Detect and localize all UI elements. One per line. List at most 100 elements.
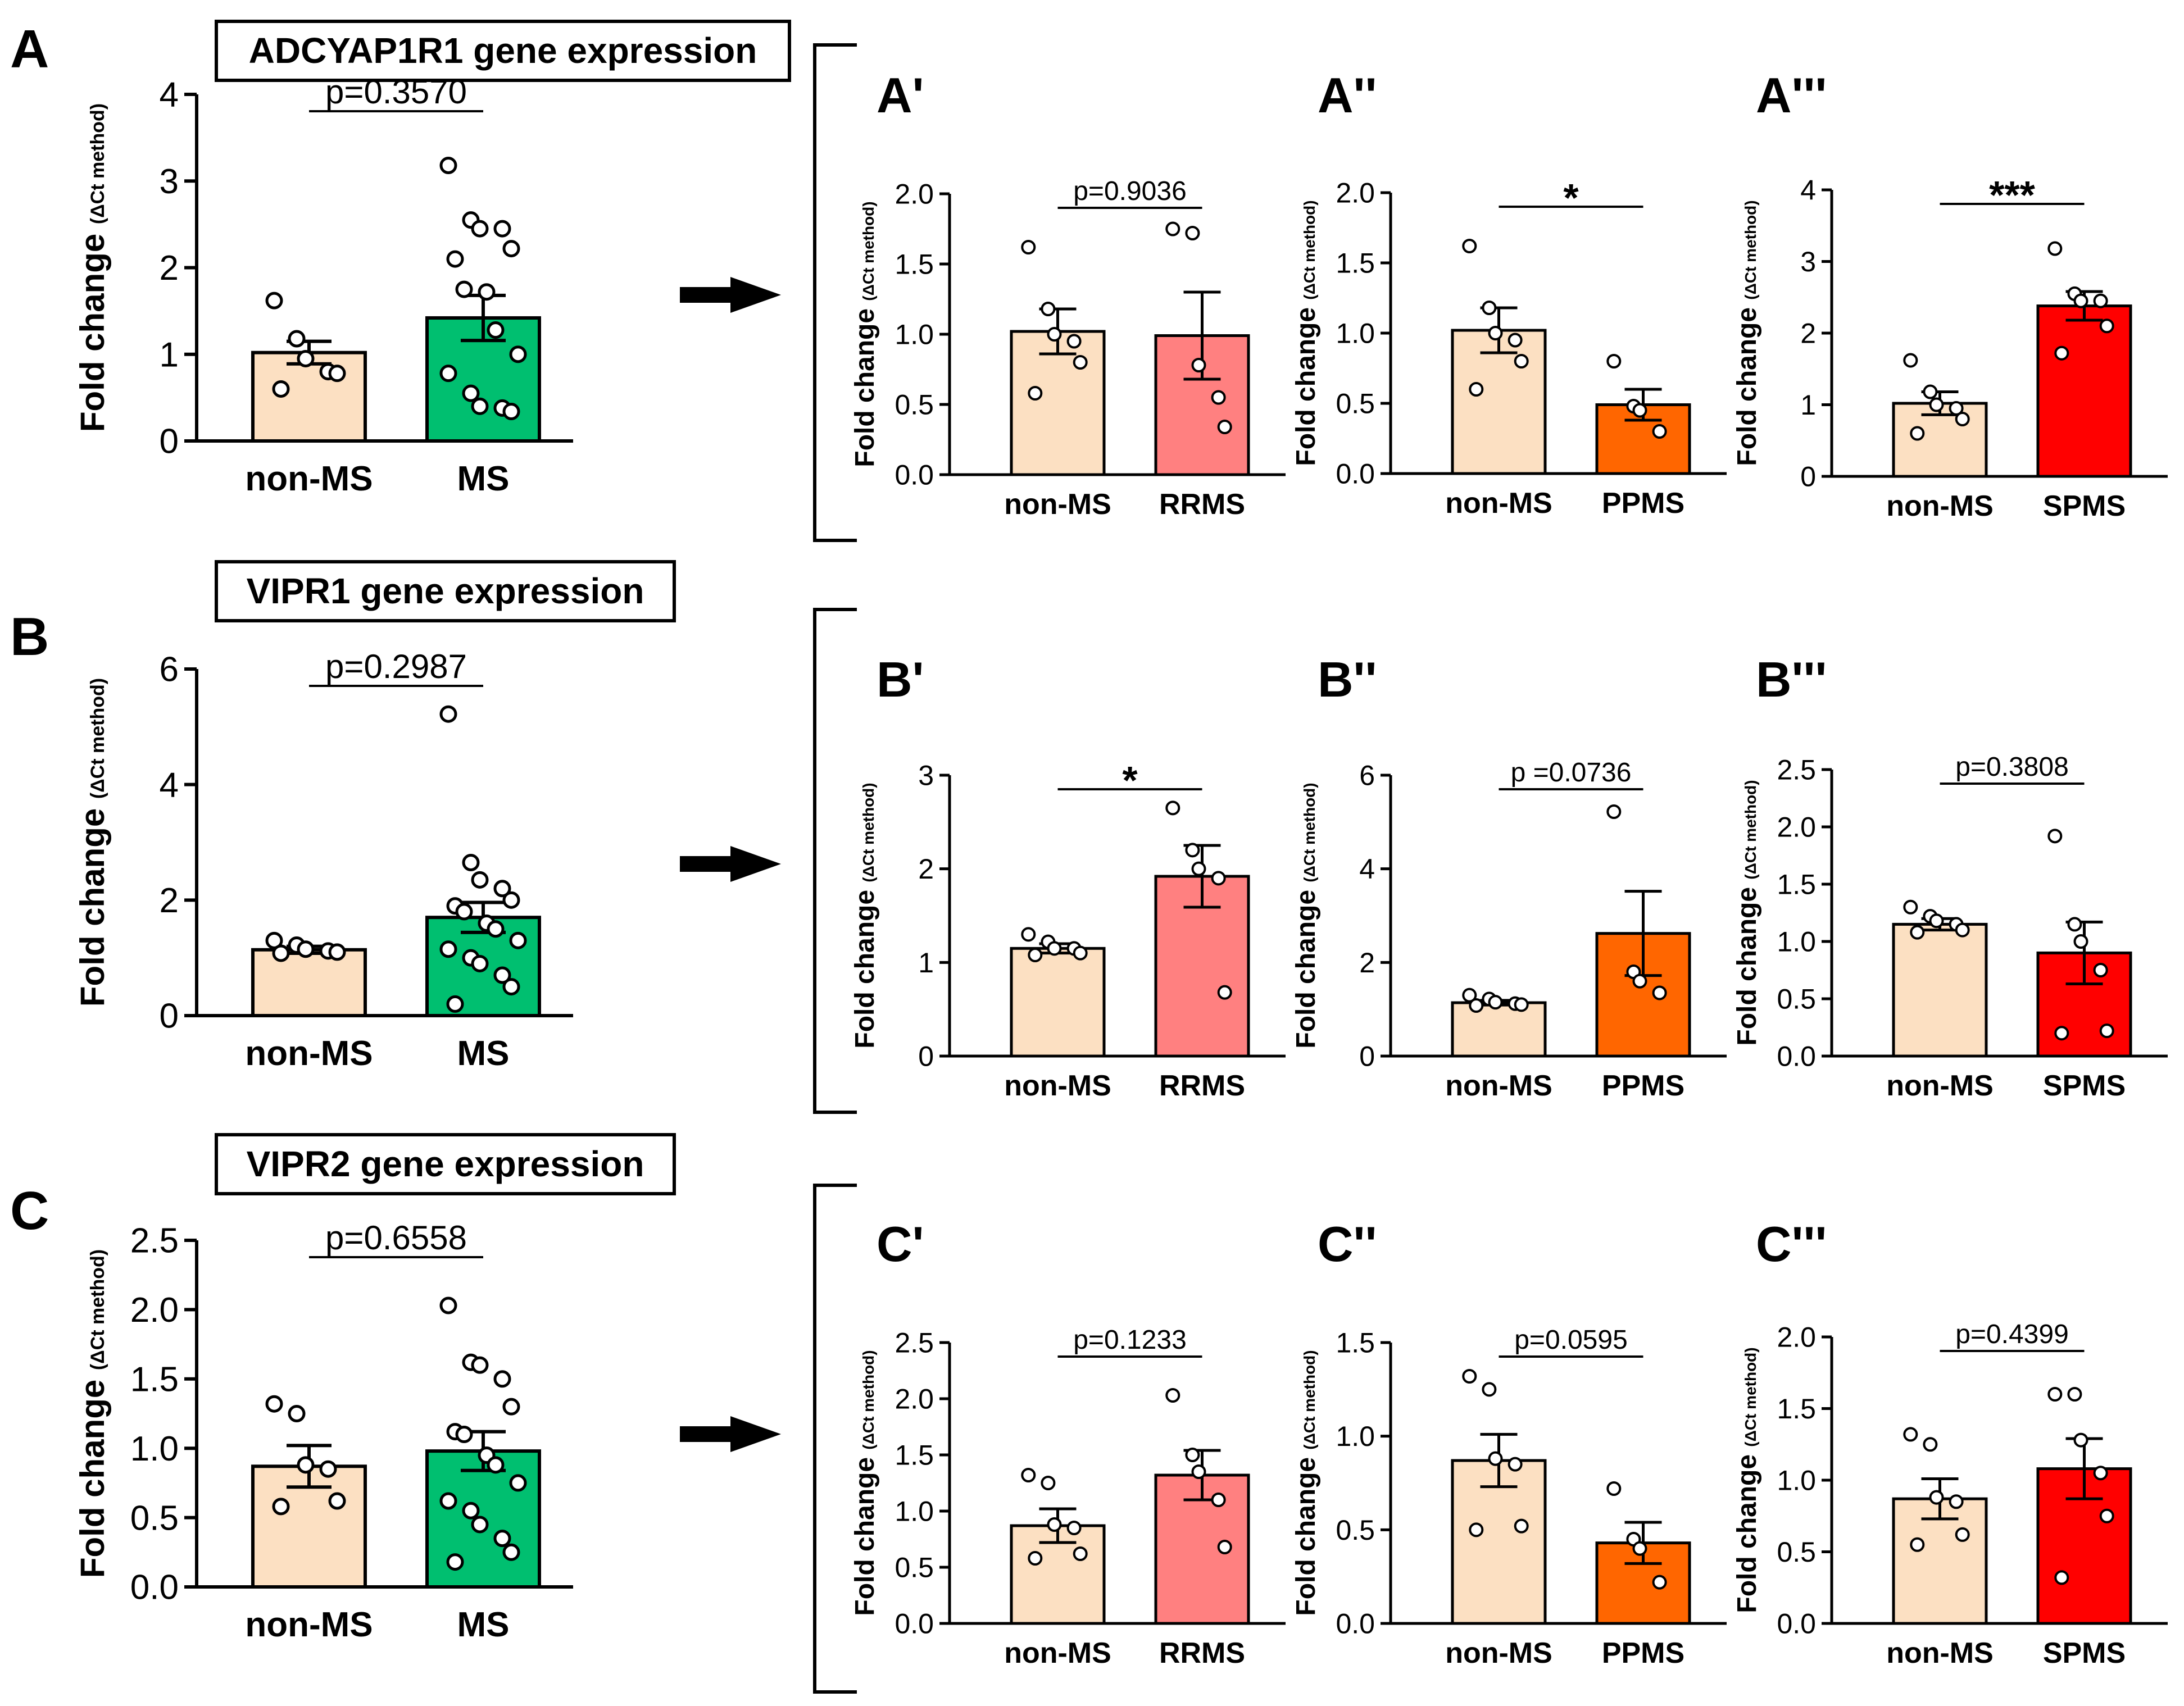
main-a-data-point: [502, 240, 520, 258]
main-c-data-point: [487, 1456, 505, 1474]
sub-app-data-point: [1488, 326, 1503, 340]
main-a-data-point: [471, 397, 489, 415]
main-c-sig-label: p=0.6558: [325, 1219, 467, 1257]
panel-letter-ap: A': [877, 67, 924, 123]
main-b-data-point: [471, 954, 489, 972]
sub-ap-data-point: [1165, 221, 1180, 236]
sub-cp-y-axis-label-unit: (ΔCt method): [860, 1350, 877, 1449]
sub-appp-y-tick-label: 4: [1800, 175, 1816, 206]
sub-cp-category-label: non-MS: [1004, 1637, 1111, 1669]
sub-appp-data-point: [2047, 241, 2063, 256]
sub-bppp-y-tick-label: 1.0: [1777, 926, 1816, 958]
sub-appp-y-axis-label-main: Fold change: [1732, 300, 1762, 466]
sub-cp-data-point: [1028, 1551, 1043, 1566]
sub-bppp-data-point: [1910, 925, 1925, 940]
main-a-y-tick-label: 0: [160, 422, 179, 461]
sub-bppp-data-point: [1955, 922, 1970, 938]
sub-cppp-data-point: [2054, 1570, 2069, 1585]
sub-app-category-label: non-MS: [1445, 487, 1552, 520]
sub-ap-y-tick-label: 0.5: [895, 389, 934, 421]
main-a-y-axis-label: Fold change (ΔCt method): [74, 103, 111, 432]
sub-cppp-data-point: [2099, 1508, 2114, 1523]
sub-ap-data-point: [1028, 386, 1043, 401]
main-a-data-point: [265, 292, 283, 310]
panel-letter-cp: C': [877, 1216, 924, 1272]
sub-app-data-point: [1482, 301, 1497, 315]
sub-ap-y-tick-label: 1.5: [895, 249, 934, 280]
sub-appp-y-tick-label: 1: [1800, 389, 1816, 421]
sub-bppp-data-point: [2093, 963, 2108, 977]
sub-appp-y-tick-label: 3: [1800, 246, 1816, 277]
sub-cpp-y-axis-label: Fold change (ΔCt method): [1291, 1350, 1321, 1616]
main-c-y-axis-label-main: Fold change: [74, 1370, 111, 1578]
main-b-data-point: [297, 940, 315, 958]
main-b-data-point: [493, 880, 511, 898]
main-b-data-point: [502, 978, 520, 996]
arrow-shaft: [680, 856, 736, 872]
main-a-sig-label: p=0.3570: [325, 73, 467, 111]
sub-bp-y-axis-label: Fold change (ΔCt method): [850, 783, 880, 1048]
sub-ap-data-point: [1066, 334, 1082, 349]
main-c-data-point: [297, 1456, 315, 1474]
sub-bppp-sig-label: p=0.3808: [1955, 752, 2069, 782]
sub-ap-y-axis-label: Fold change (ΔCt method): [850, 201, 880, 467]
sub-bp-data-point: [1211, 871, 1226, 886]
title-box-text: ADCYAP1R1 gene expression: [249, 30, 757, 71]
sub-bp-y-axis-label-main: Fold change: [850, 882, 880, 1049]
sub-bpp-y-tick-label: 2: [1359, 947, 1375, 979]
panel-letter-cpp: C'': [1318, 1216, 1377, 1272]
main-c-data-point: [493, 1370, 511, 1388]
sub-bpp-category-label: non-MS: [1445, 1070, 1552, 1102]
sub-bpp-data-point: [1469, 998, 1484, 1013]
sub-cppp-y-tick-label: 1.0: [1777, 1465, 1816, 1496]
sub-cp-y-axis-label-main: Fold change: [850, 1450, 880, 1616]
sub-bp-y-tick-label: 3: [918, 760, 934, 791]
sub-cp-data-point: [1066, 1521, 1082, 1535]
main-a-data-point: [446, 250, 464, 268]
main-c-data-point: [502, 1398, 520, 1416]
panel-letter-c: C: [10, 1181, 49, 1241]
sub-cp-y-tick-label: 0.0: [895, 1608, 934, 1640]
main-a-data-point: [493, 220, 511, 238]
main-a-data-point: [328, 365, 346, 383]
sub-cppp-data-point: [2047, 1387, 2063, 1402]
sub-bp-data-point: [1073, 945, 1088, 961]
main-b-data-point: [487, 920, 505, 938]
sub-app-y-axis-label: Fold change (ΔCt method): [1291, 200, 1321, 466]
sub-cp-y-tick-label: 2.0: [895, 1384, 934, 1415]
main-b-data-point: [439, 940, 457, 958]
sub-appp-category-label: SPMS: [2043, 490, 2126, 522]
main-c-data-point: [272, 1498, 290, 1516]
main-a-data-point: [462, 384, 480, 402]
main-c-data-point: [319, 1460, 337, 1478]
main-a-y-axis-label-main: Fold change: [74, 224, 111, 432]
main-a-data-point: [297, 349, 315, 367]
sub-bp-data-point: [1028, 948, 1043, 962]
panel-letter-cppp: C''': [1756, 1216, 1827, 1272]
sub-ap-data-point: [1191, 358, 1206, 372]
panel-letter-a: A: [10, 19, 49, 79]
sub-app-data-point: [1469, 382, 1484, 397]
sub-appp-category-label: non-MS: [1886, 490, 1994, 522]
main-c-y-tick-label: 1.5: [130, 1361, 179, 1399]
sub-bppp-y-tick-label: 2.5: [1777, 754, 1816, 786]
sub-cp-data-point: [1165, 1388, 1180, 1403]
main-a-data-point: [471, 220, 489, 238]
main-b-data-point: [471, 871, 489, 889]
sub-appp-y-axis-label: Fold change (ΔCt method): [1732, 200, 1762, 466]
sub-cppp-sig-label: p=0.4399: [1955, 1320, 2069, 1349]
sub-bppp-category-label: SPMS: [2043, 1070, 2126, 1102]
sub-cp-data-point: [1047, 1517, 1062, 1532]
sub-bp-y-tick-label: 2: [918, 853, 934, 885]
sub-bpp-data-point: [1488, 995, 1503, 1010]
main-c-data-point: [509, 1474, 527, 1492]
sub-bppp-y-tick-label: 0.0: [1777, 1041, 1816, 1072]
sub-app-data-point: [1632, 403, 1647, 418]
sub-cppp-data-point: [2067, 1387, 2082, 1402]
main-b-category-label: MS: [457, 1034, 510, 1073]
sub-bppp-data-point: [2073, 934, 2088, 949]
arrow-head: [730, 277, 781, 313]
sub-cp-data-point: [1191, 1464, 1206, 1479]
sub-app-data-point: [1652, 424, 1667, 439]
